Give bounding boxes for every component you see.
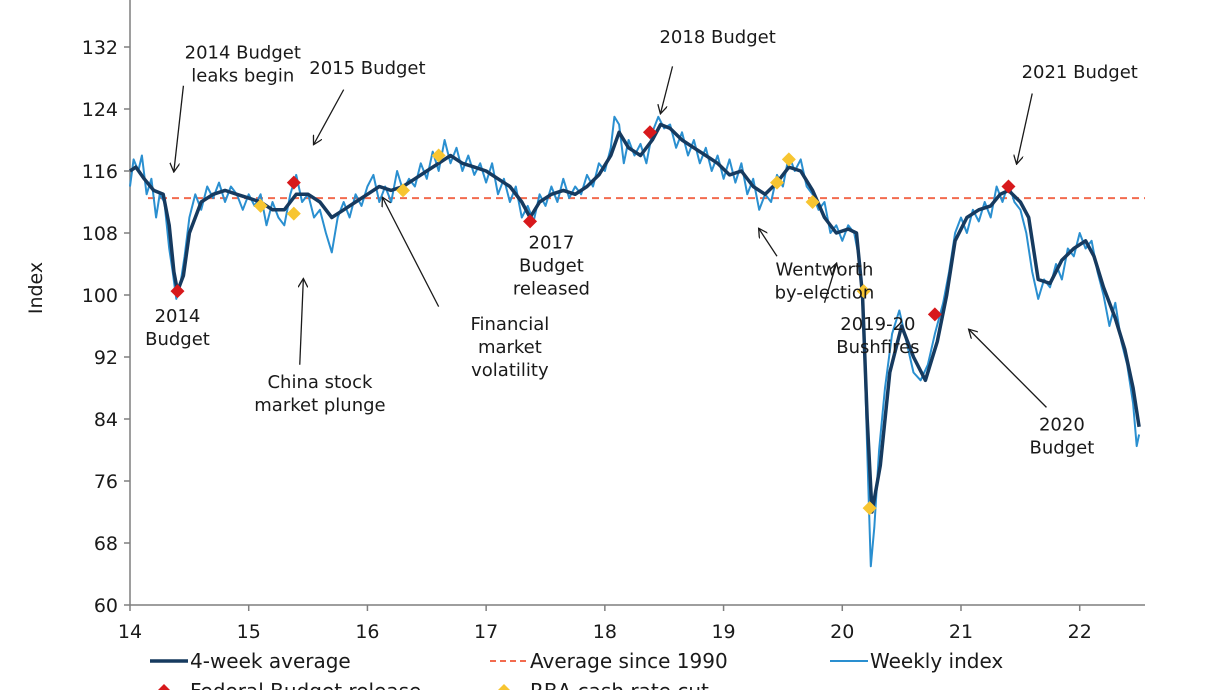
annotation-line: 2019-20 (840, 314, 915, 335)
y-tick-label: 68 (94, 533, 118, 555)
budget-release-marker (170, 284, 185, 299)
four-week-average-line (129, 122, 1141, 514)
annotation-arrow (969, 330, 1047, 408)
annotation-label: 2015 Budget (309, 58, 425, 79)
annotation-arrow (759, 229, 778, 257)
legend-label: 4-week average (190, 649, 351, 673)
annotation-arrow (300, 280, 304, 365)
budget-release-marker (642, 125, 657, 140)
x-tick-label: 17 (474, 621, 498, 643)
rate-cut-marker (781, 152, 796, 167)
annotation-line: released (513, 279, 590, 300)
legend-swatch (158, 684, 170, 690)
rate-cut-marker (856, 284, 871, 299)
legend-label: Weekly index (870, 649, 1003, 673)
rate-cut-marker (431, 148, 446, 163)
x-tick-label: 22 (1068, 621, 1092, 643)
y-tick-label: 132 (82, 37, 118, 59)
legend-label: Average since 1990 (530, 649, 728, 673)
x-tick-label: 21 (949, 621, 973, 643)
x-tick-label: 15 (237, 621, 261, 643)
budget-release-marker (523, 214, 538, 229)
rate-cut-marker (769, 175, 784, 190)
weekly-index-line (129, 115, 1141, 568)
weekly-index-series (129, 115, 1141, 568)
annotation-line: Budget (519, 256, 584, 277)
y-tick-label: 108 (82, 223, 118, 245)
annotation-label: China stock market plunge (254, 372, 385, 416)
annotation-line: 2021 Budget (1022, 62, 1138, 83)
annotation-line: 2020 (1039, 415, 1085, 436)
y-tick-label: 76 (94, 471, 118, 493)
annotation-line: leaks begin (191, 66, 294, 87)
annotation-arrow (314, 89, 345, 144)
annotation-label: 2017 Budget released (513, 233, 590, 300)
annotation-line: 2018 Budget (659, 27, 775, 48)
y-tick-label: 124 (82, 99, 118, 121)
axes (129, 0, 1145, 606)
event-markers (170, 125, 1016, 516)
annotation-line: market plunge (254, 395, 385, 416)
annotation-line: market (478, 337, 542, 358)
rate-cut-marker (805, 195, 820, 209)
y-axis-label: Index (25, 262, 47, 314)
budget-release-marker (1001, 179, 1016, 194)
annotation-line: Financial (470, 314, 549, 335)
x-axis-ticks: 14 15 16 17 18 19 20 21 22 (118, 605, 1092, 643)
annotation-arrow (1017, 93, 1033, 164)
annotation-line: volatility (471, 360, 549, 381)
annotation-label: 2018 Budget (659, 27, 775, 48)
annotation-line: Bushfires (836, 337, 919, 358)
x-tick-label: 18 (593, 621, 617, 643)
annotation-line: Wentworth (776, 260, 874, 281)
annotation-label: 2019-20 Bushfires (836, 314, 919, 358)
x-tick-label: 16 (355, 621, 379, 643)
annotation-line: by-election (775, 283, 875, 304)
legend: 4-week average Average since 1990 Weekly i… (150, 649, 1003, 690)
budget-release-marker (927, 307, 942, 322)
annotation-arrow (383, 198, 440, 307)
annotation-line: 2014 (155, 306, 201, 327)
annotation-line: Budget (145, 329, 210, 350)
four-week-average-series (129, 122, 1141, 514)
annotation-arrow (661, 66, 674, 113)
x-tick-label: 20 (830, 621, 854, 643)
annotation-line: Budget (1030, 438, 1095, 459)
annotation-label: 2021 Budget (1022, 62, 1138, 83)
annotation-line: 2015 Budget (309, 58, 425, 79)
annotation-line: China stock (267, 372, 372, 393)
y-tick-label: 92 (94, 347, 118, 369)
legend-label: RBA cash rate cut (530, 679, 709, 690)
annotation-label: Financial market volatility (470, 314, 549, 381)
annotation-arrow (823, 264, 836, 303)
rate-cut-marker (253, 198, 268, 213)
x-tick-label: 14 (118, 621, 142, 643)
annotation-label: Wentworth by-election (775, 260, 875, 304)
y-axis-ticks: 60 68 76 84 92 100 108 116 124 132 (82, 37, 130, 617)
rate-cut-marker (862, 501, 877, 516)
y-tick-label: 116 (82, 161, 118, 183)
y-tick-label: 60 (94, 595, 118, 617)
annotation-line: 2014 Budget (185, 43, 301, 64)
x-tick-label: 19 (711, 621, 735, 643)
y-tick-label: 100 (82, 285, 118, 307)
annotation-label: 2020 Budget (1030, 415, 1095, 459)
budget-release-marker (286, 175, 301, 190)
rate-cut-marker (396, 183, 411, 198)
annotation-label: 2014 Budget (145, 306, 210, 350)
legend-swatch (498, 684, 510, 690)
y-tick-label: 84 (94, 409, 118, 431)
annotation-line: 2017 (529, 233, 575, 254)
annotation-label: 2014 Budget leaks begin (185, 43, 301, 87)
annotation-arrow (174, 85, 185, 171)
rate-cut-marker (286, 206, 301, 221)
legend-label: Federal Budget release (190, 679, 421, 690)
